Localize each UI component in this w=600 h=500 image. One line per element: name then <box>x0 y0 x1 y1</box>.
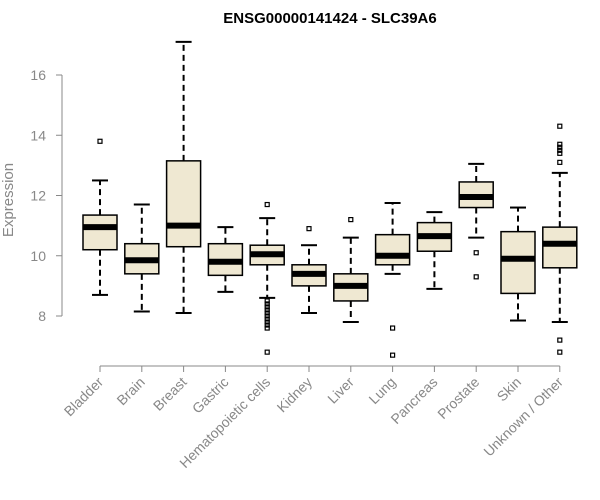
outlier-point <box>390 325 396 331</box>
plot-area <box>82 40 578 358</box>
y-tick-label: 10 <box>30 248 46 264</box>
iqr-box <box>82 214 118 251</box>
outlier-point <box>306 226 312 232</box>
box-gastric <box>207 226 244 293</box>
box-hematopoietic-cells <box>249 201 285 355</box>
iqr-box <box>165 160 202 248</box>
box-brain <box>124 203 160 313</box>
outlier-point <box>557 150 563 156</box>
x-tick-label: Skin <box>494 374 525 405</box>
iqr-box <box>500 230 536 295</box>
outlier-point <box>264 298 270 304</box>
outlier-point <box>557 141 563 147</box>
outlier-point <box>264 322 270 328</box>
outlier-point <box>264 313 270 319</box>
box-liver <box>333 217 369 324</box>
outlier-point <box>264 301 270 307</box>
outlier-point <box>557 349 563 355</box>
outlier-point <box>473 250 479 256</box>
x-tick-label: Lung <box>365 374 398 407</box>
outlier-point <box>557 147 563 153</box>
box-pancreas <box>416 211 453 290</box>
x-tick-label: Bladder <box>61 374 107 420</box>
outlier-point <box>264 307 270 313</box>
outlier-point <box>557 144 563 150</box>
outlier-point <box>264 319 270 325</box>
outlier-point <box>473 274 479 280</box>
outlier-point <box>264 201 270 208</box>
x-tick-label: Liver <box>324 374 357 407</box>
box-prostate <box>458 162 494 280</box>
x-tick-label: Breast <box>150 374 190 414</box>
y-axis-label: Expression <box>0 163 17 237</box>
x-tick-label: Unknown / Other <box>480 374 566 460</box>
outlier-point <box>97 138 103 144</box>
outlier-point <box>390 352 396 358</box>
outlier-point <box>264 316 270 322</box>
outlier-point <box>264 325 270 331</box>
box-breast <box>165 40 202 314</box>
box-kidney <box>291 226 327 314</box>
chart-title: ENSG00000141424 - SLC39A6 <box>223 10 436 27</box>
box-lung <box>374 202 411 358</box>
y-tick-label: 14 <box>30 127 46 143</box>
iqr-box <box>374 233 411 266</box>
x-tick-label: Brain <box>113 374 147 408</box>
y-tick-label: 12 <box>30 188 46 204</box>
outlier-point <box>557 337 563 343</box>
box-skin <box>500 206 536 322</box>
outlier-point <box>264 304 270 310</box>
outlier-point <box>264 349 270 355</box>
y-tick-label: 16 <box>30 67 46 83</box>
box-unknown-other <box>542 123 578 355</box>
outlier-point <box>348 217 354 223</box>
x-tick-label: Prostate <box>434 374 482 422</box>
box-bladder <box>82 138 118 296</box>
outlier-point <box>264 310 270 316</box>
outlier-point <box>557 159 563 165</box>
x-tick-label: Kidney <box>274 374 316 416</box>
iqr-box <box>542 226 578 269</box>
outlier-point <box>557 123 563 129</box>
y-tick-label: 8 <box>38 308 46 324</box>
